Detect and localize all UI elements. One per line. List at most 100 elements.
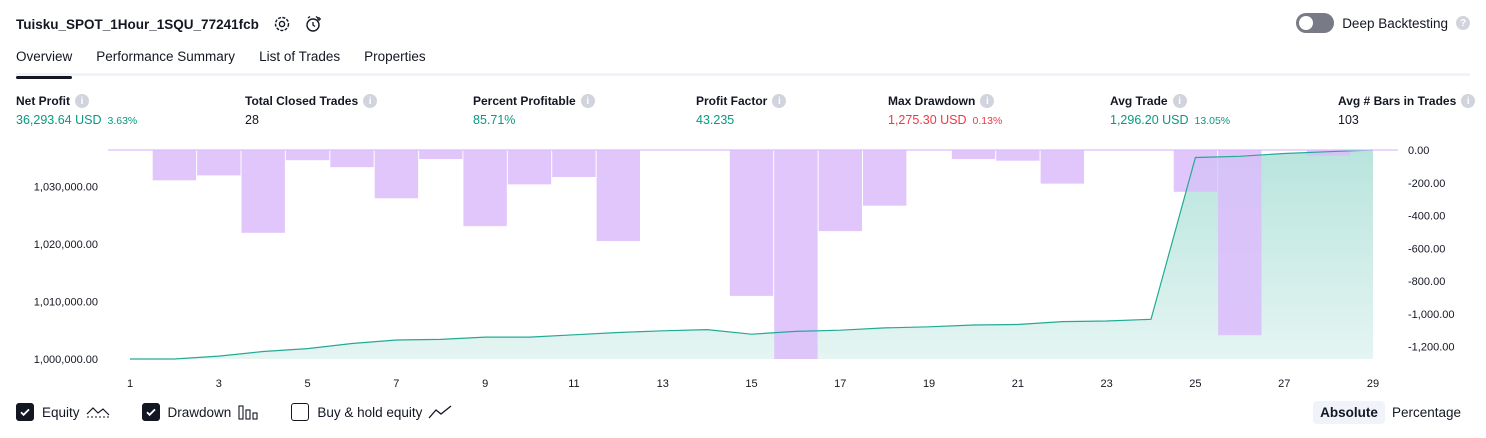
drawdown-bar bbox=[729, 150, 774, 296]
x-tick-label: 11 bbox=[568, 378, 579, 390]
left-tick-label: 1,020,000.00 bbox=[34, 239, 98, 251]
mode-absolute[interactable]: Absolute bbox=[1313, 401, 1385, 424]
metric-value: 1,275.30 USD bbox=[888, 113, 967, 127]
drawdown-bar bbox=[1173, 150, 1218, 192]
drawdown-bar bbox=[996, 150, 1040, 161]
drawdown-bar bbox=[552, 150, 596, 177]
metrics-row: Net Profit i 36,293.64 USD 3.63% Total Clo… bbox=[0, 93, 1486, 133]
x-tick-label: 15 bbox=[745, 378, 757, 390]
x-tick-label: 1 bbox=[127, 378, 133, 390]
drawdown-checkbox[interactable] bbox=[141, 403, 160, 421]
metric-label: Profit Factor bbox=[696, 94, 768, 108]
metric-percent: 0.13% bbox=[972, 115, 1003, 127]
x-tick-label: 29 bbox=[1367, 378, 1379, 390]
drawdown-bar bbox=[1218, 150, 1262, 336]
help-icon[interactable]: ? bbox=[1456, 16, 1470, 30]
info-icon[interactable]: i bbox=[980, 94, 995, 108]
metric-percent-profitable: Percent Profitable i 85.71% bbox=[473, 93, 595, 127]
legend-drawdown[interactable]: Drawdown bbox=[141, 403, 260, 421]
metric-percent: 3.63% bbox=[107, 115, 138, 127]
x-tick-label: 23 bbox=[1101, 378, 1113, 390]
right-tick-label: 0.00 bbox=[1408, 145, 1429, 157]
info-icon[interactable]: i bbox=[1461, 94, 1476, 108]
x-tick-label: 9 bbox=[482, 378, 488, 390]
drawdown-bar bbox=[1306, 150, 1351, 156]
metric-value: 28 bbox=[245, 113, 259, 127]
legend-equity[interactable]: Equity bbox=[16, 403, 110, 421]
drawdown-bar bbox=[507, 150, 552, 185]
right-tick-label: -200.00 bbox=[1408, 178, 1445, 190]
left-tick-label: 1,010,000.00 bbox=[34, 296, 98, 308]
right-tick-label: -600.00 bbox=[1408, 243, 1445, 255]
x-tick-label: 19 bbox=[923, 378, 935, 390]
drawdown-bar bbox=[1040, 150, 1084, 184]
x-tick-label: 5 bbox=[305, 378, 311, 390]
legend-label: Drawdown bbox=[167, 404, 232, 420]
drawdown-bar bbox=[863, 150, 907, 206]
mode-percentage[interactable]: Percentage bbox=[1391, 405, 1461, 420]
info-icon[interactable]: i bbox=[75, 94, 89, 108]
equity-drawdown-chart[interactable]: 1 3 5 7 9 11 13 15 17 19 21 23 25 27 291,000,000.001,0… bbox=[0, 135, 1486, 397]
metric-label: Max Drawdown bbox=[888, 94, 976, 108]
drawdown-bar bbox=[285, 150, 330, 161]
left-tick-label: 1,000,000.00 bbox=[34, 354, 98, 366]
strategy-header: Tuisku_SPOT_1Hour_1SQU_77241fcb bbox=[16, 12, 324, 36]
info-icon[interactable]: i bbox=[772, 94, 787, 108]
drawdown-bar bbox=[951, 150, 996, 159]
tab-list-of-trades[interactable]: List of Trades bbox=[259, 49, 341, 64]
drawdown-bar bbox=[774, 150, 818, 359]
toggle-knob bbox=[1299, 16, 1314, 30]
display-mode: Absolute Percentage bbox=[1313, 401, 1468, 424]
tab-properties[interactable]: Properties bbox=[364, 49, 426, 64]
x-tick-label: 17 bbox=[834, 378, 846, 390]
metric-profit-factor: Profit Factor i 43.235 bbox=[696, 93, 787, 127]
info-icon[interactable]: i bbox=[580, 94, 595, 108]
deep-backtesting-label: Deep Backtesting bbox=[1342, 15, 1448, 31]
metric-percent: 13.05% bbox=[1194, 115, 1231, 127]
info-icon[interactable]: i bbox=[1172, 94, 1187, 108]
tab-overview[interactable]: Overview bbox=[16, 42, 73, 79]
equity-checkbox[interactable] bbox=[16, 403, 34, 421]
drawdown-bar bbox=[330, 150, 374, 168]
equity-line-icon bbox=[86, 404, 110, 420]
x-tick-label: 25 bbox=[1189, 378, 1201, 390]
metric-label: Avg # Bars in Trades bbox=[1338, 94, 1457, 108]
tab-performance-summary[interactable]: Performance Summary bbox=[96, 49, 236, 64]
report-tabs: Overview Performance Summary List of Tra… bbox=[16, 42, 1470, 79]
info-icon[interactable]: i bbox=[363, 94, 378, 108]
metric-value: 85.71% bbox=[473, 113, 516, 127]
right-tick-label: -400.00 bbox=[1408, 211, 1445, 223]
legend-label: Equity bbox=[42, 404, 80, 420]
chart-legend: Equity Drawdown Buy & hold equity bbox=[16, 403, 484, 421]
deep-backtesting: Deep Backtesting ? bbox=[1296, 13, 1470, 33]
drawdown-bar bbox=[818, 150, 862, 232]
legend-buy-hold[interactable]: Buy & hold equity bbox=[291, 403, 452, 421]
legend-label: Buy & hold equity bbox=[317, 404, 423, 420]
equity-line bbox=[130, 149, 1374, 360]
metric-net-profit: Net Profit i 36,293.64 USD 3.63% bbox=[16, 93, 137, 127]
metric-value: 1,296.20 USD bbox=[1110, 113, 1189, 127]
deep-backtesting-toggle[interactable] bbox=[1296, 13, 1335, 33]
right-tick-label: -1,200.00 bbox=[1408, 342, 1454, 354]
drawdown-bar bbox=[419, 150, 463, 159]
drawdown-bar bbox=[596, 150, 640, 241]
drawdown-bars-icon bbox=[237, 404, 259, 420]
metric-total-closed-trades: Total Closed Trades i 28 bbox=[245, 93, 378, 127]
drawdown-bar bbox=[241, 150, 285, 233]
x-tick-label: 21 bbox=[1012, 378, 1024, 390]
metric-label: Avg Trade bbox=[1110, 94, 1168, 108]
drawdown-bar bbox=[197, 150, 241, 176]
left-tick-label: 1,030,000.00 bbox=[34, 181, 98, 193]
x-tick-label: 7 bbox=[393, 378, 399, 390]
right-tick-label: -800.00 bbox=[1408, 276, 1445, 288]
x-tick-label: 27 bbox=[1278, 378, 1290, 390]
buy-hold-checkbox[interactable] bbox=[291, 403, 310, 421]
metric-label: Total Closed Trades bbox=[245, 94, 359, 108]
x-tick-label: 13 bbox=[657, 378, 669, 390]
buy-hold-line-icon bbox=[428, 404, 452, 420]
metric-value: 43.235 bbox=[696, 113, 735, 127]
add-alert-icon[interactable] bbox=[304, 14, 324, 34]
strategy-settings-icon[interactable] bbox=[272, 14, 292, 34]
right-tick-label: -1,000.00 bbox=[1408, 309, 1454, 321]
metric-max-drawdown: Max Drawdown i 1,275.30 USD 0.13% bbox=[888, 93, 1002, 127]
